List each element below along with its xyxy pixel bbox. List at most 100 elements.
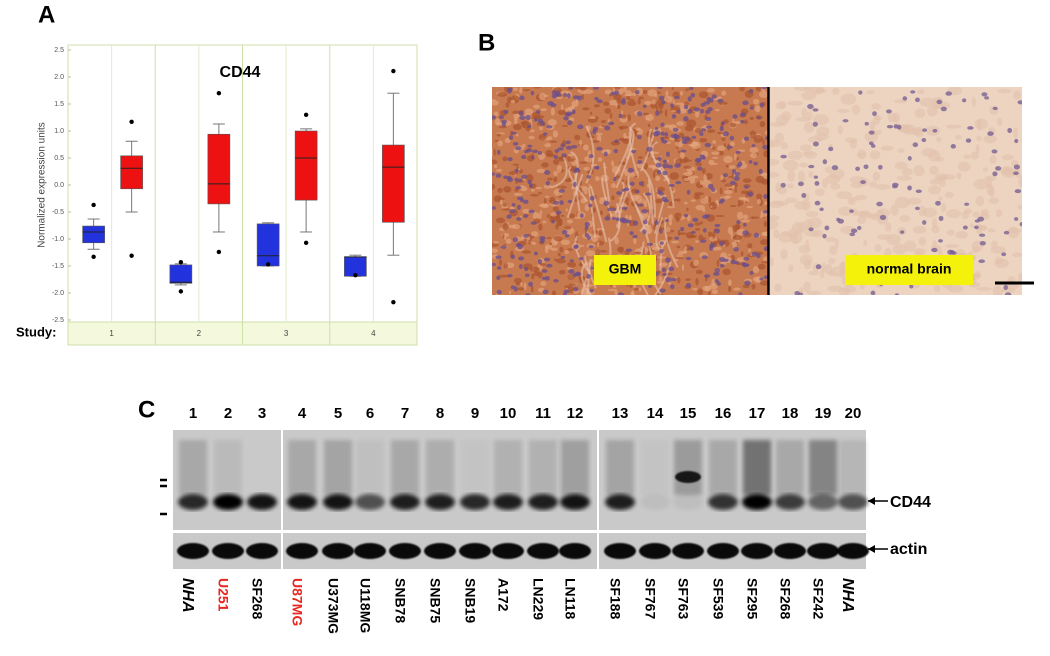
nucleus xyxy=(655,110,660,116)
tissue xyxy=(543,94,549,97)
tissue xyxy=(655,175,661,182)
nucleus xyxy=(637,160,643,165)
nucleus xyxy=(938,239,943,243)
tissue xyxy=(538,203,548,208)
tissue xyxy=(497,91,508,97)
tissue xyxy=(677,229,681,237)
tissue xyxy=(803,219,813,229)
nucleus xyxy=(603,200,609,206)
box xyxy=(294,130,318,201)
nucleus xyxy=(551,93,558,99)
tissue xyxy=(816,126,830,137)
tissue xyxy=(663,178,667,182)
tissue xyxy=(749,104,755,107)
nucleus xyxy=(553,200,559,205)
y-axis-label: Normalized expression units xyxy=(37,122,48,248)
nucleus xyxy=(553,279,559,283)
tissue xyxy=(623,87,627,93)
band-smear xyxy=(461,440,489,495)
y-tick-label: 0.5 xyxy=(54,155,64,162)
tissue xyxy=(695,240,699,243)
box xyxy=(82,225,105,244)
tissue xyxy=(602,101,610,106)
tissue xyxy=(712,140,717,144)
arrow-head xyxy=(868,545,875,553)
tissue xyxy=(580,186,588,192)
nucleus xyxy=(674,163,681,168)
nucleus xyxy=(657,156,662,162)
band xyxy=(528,494,558,510)
band xyxy=(808,494,838,510)
tissue xyxy=(940,202,947,213)
box-plot: 2.5 2.0 1.5 1.0 0.5 0.0 -0.5 -1.0 -1.5 -2.0 -2.5 1 2… xyxy=(16,44,418,346)
nucleus xyxy=(726,145,733,149)
nucleus xyxy=(860,180,866,185)
nucleus xyxy=(1014,189,1022,194)
y-tick-label: -1.0 xyxy=(52,236,64,243)
nucleus xyxy=(794,290,800,295)
tissue xyxy=(721,90,727,96)
nucleus xyxy=(611,207,617,212)
tissue xyxy=(831,88,840,95)
tissue xyxy=(749,130,757,139)
tissue xyxy=(625,179,628,186)
tissue xyxy=(715,214,725,218)
tissue xyxy=(837,108,850,114)
nucleus xyxy=(501,119,508,124)
band xyxy=(425,494,455,510)
nucleus xyxy=(733,246,739,252)
tissue xyxy=(759,120,766,128)
nucleus xyxy=(685,256,692,261)
tissue xyxy=(707,290,711,295)
nucleus xyxy=(629,181,635,186)
tissue xyxy=(894,161,908,170)
nucleus xyxy=(732,114,738,119)
nucleus xyxy=(537,259,543,264)
nucleus xyxy=(1014,217,1019,221)
nucleus xyxy=(523,214,528,219)
tissue xyxy=(584,204,590,212)
nucleus xyxy=(565,140,571,145)
nucleus xyxy=(579,213,584,218)
nucleus xyxy=(707,183,714,189)
nucleus xyxy=(719,256,726,262)
nucleus xyxy=(503,175,509,179)
tissue xyxy=(780,142,788,150)
nucleus xyxy=(614,139,619,144)
tissue xyxy=(708,283,718,290)
nucleus xyxy=(623,187,630,192)
tissue xyxy=(880,145,894,151)
box xyxy=(256,223,280,267)
tissue xyxy=(644,100,653,105)
lane-number: 6 xyxy=(366,405,374,422)
image-label: normal brain xyxy=(867,261,952,277)
tissue xyxy=(1013,127,1018,139)
nucleus xyxy=(978,233,986,237)
tissue xyxy=(519,87,523,94)
tissue xyxy=(886,234,901,246)
nucleus xyxy=(572,181,577,188)
tissue xyxy=(682,172,692,176)
tissue xyxy=(579,139,583,147)
cell-line: SNB75 xyxy=(427,578,443,623)
tissue xyxy=(654,198,663,204)
nucleus xyxy=(518,110,524,116)
band-label: actin xyxy=(890,541,927,558)
tissue xyxy=(520,281,523,287)
nucleus xyxy=(762,144,768,150)
nucleus xyxy=(646,242,654,246)
nucleus xyxy=(722,173,728,178)
nucleus xyxy=(692,217,699,223)
tissue xyxy=(973,178,989,190)
nucleus xyxy=(855,166,860,171)
tissue xyxy=(543,184,552,189)
tissue xyxy=(750,216,760,219)
fiber xyxy=(574,235,591,274)
nucleus xyxy=(743,222,747,227)
tissue xyxy=(759,280,768,286)
tissue xyxy=(556,165,562,173)
tissue xyxy=(718,150,724,156)
tissue xyxy=(683,177,691,182)
tissue xyxy=(874,183,891,190)
tissue xyxy=(528,135,535,140)
